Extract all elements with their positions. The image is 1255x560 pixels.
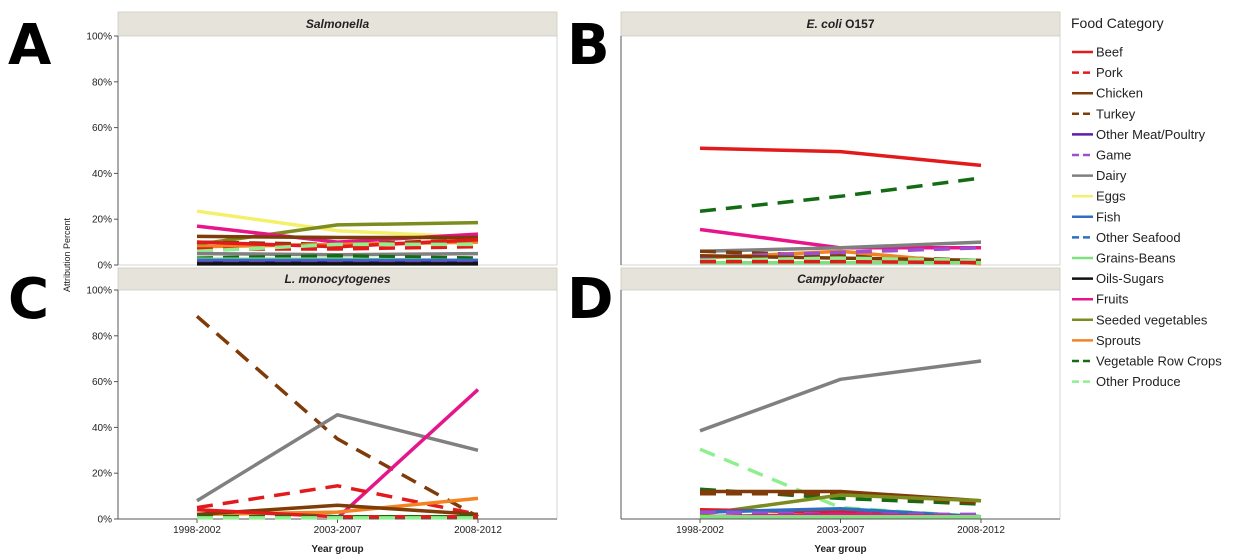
panel-d: D Campylobacter 1998-2002 2003-2007 2008-201… — [567, 267, 1061, 555]
panel-letter: B — [567, 13, 610, 78]
series-line-turkey — [195, 314, 479, 519]
series-line-pork — [197, 244, 479, 251]
legend-label-seeded-vegetables: Seeded vegetables — [1096, 312, 1208, 327]
series-line-dairy — [699, 359, 982, 433]
series-line-pork — [196, 484, 479, 517]
y-axis-title: Attribution Percent — [62, 217, 72, 292]
series-line-other-produce — [196, 242, 478, 254]
y-tick-label: 20% — [92, 469, 112, 480]
x-tick-label: 2003-2007 — [817, 525, 865, 536]
panel-letter: D — [567, 267, 613, 332]
series-line-pork — [700, 259, 982, 265]
legend-label-eggs: Eggs — [1096, 189, 1126, 204]
y-tick-label: 80% — [92, 77, 112, 88]
legend-label-grains-beans: Grains-Beans — [1096, 251, 1176, 266]
x-tick-label: 1998-2002 — [173, 525, 221, 536]
series-line-vegetable-row-crops — [196, 254, 479, 260]
legend-label-game: Game — [1096, 148, 1131, 163]
series-line-beef — [699, 146, 982, 168]
pathogen-title: L. monocytogenes — [284, 272, 390, 286]
series-line-beef — [196, 238, 479, 249]
y-tick-label: 40% — [92, 423, 112, 434]
pathogen-title: E. coli O157 — [806, 17, 874, 31]
x-tick-label: 2003-2007 — [314, 525, 362, 536]
x-tick-label: 1998-2002 — [676, 525, 724, 536]
y-tick-label: 40% — [92, 169, 112, 180]
series-line-fruits — [336, 388, 480, 520]
y-tick-label: 100% — [86, 286, 112, 297]
y-tick-label: 0% — [98, 515, 113, 526]
legend-label-vegetable-row-crops: Vegetable Row Crops — [1096, 354, 1222, 369]
panel-b: B E. coli O157 — [567, 11, 1061, 266]
series-line-game — [699, 246, 982, 259]
strip-header — [117, 11, 558, 37]
legend-label-fish: Fish — [1096, 209, 1121, 224]
legend-title: Food Category — [1071, 15, 1164, 31]
series-line-seeded-vegetables — [699, 493, 982, 517]
legend-label-turkey: Turkey — [1096, 106, 1136, 121]
legend-label-fruits: Fruits — [1096, 292, 1129, 307]
pathogen-title: Salmonella — [306, 17, 370, 31]
series-line-chicken — [196, 234, 478, 240]
y-tick-label: 100% — [86, 32, 112, 43]
y-tick-label: 60% — [92, 123, 112, 134]
pathogen-title: Campylobacter — [797, 272, 885, 286]
legend-label-dairy: Dairy — [1096, 168, 1127, 183]
y-tick-label: 0% — [98, 261, 113, 272]
x-axis-title: Year group — [311, 544, 363, 555]
x-tick-label: 2008-2012 — [957, 525, 1005, 536]
legend-label-oils-sugars: Oils-Sugars — [1096, 271, 1164, 286]
plot-area — [117, 289, 558, 520]
legend-label-beef: Beef — [1096, 45, 1123, 60]
y-tick-label: 60% — [92, 377, 112, 388]
legend-label-other-seafood: Other Seafood — [1096, 230, 1181, 245]
panel-c: C L. monocytogenes 0% 20% 40% 60% 80% 100% 1998-… — [8, 267, 558, 555]
legend-label-chicken: Chicken — [1096, 86, 1143, 101]
series-line-vegetable-row-crops — [699, 487, 982, 506]
legend-label-other-meat-poultry: Other Meat/Poultry — [1096, 127, 1206, 142]
strip-header — [620, 11, 1061, 37]
plot-area — [620, 289, 1061, 520]
series-line-dairy — [699, 240, 982, 254]
plot-area — [117, 35, 558, 266]
legend-label-sprouts: Sprouts — [1096, 333, 1141, 348]
x-tick-label: 2008-2012 — [454, 525, 502, 536]
panel-letter: C — [8, 267, 49, 332]
y-tick-label: 80% — [92, 331, 112, 342]
series-line-vegetable-row-crops — [699, 176, 982, 213]
legend-label-other-produce: Other Produce — [1096, 374, 1181, 389]
series-line-other-produce — [699, 256, 982, 263]
legend: Food Category Beef Pork Chicken Turkey Other … — [1071, 15, 1222, 389]
series-line-dairy — [196, 413, 479, 503]
panel-a: A Salmonella 0% 20% 40% 60% 80% 100% — [8, 11, 558, 272]
panel-letter: A — [8, 13, 52, 78]
x-axis-title: Year group — [814, 544, 866, 555]
legend-label-pork: Pork — [1096, 65, 1123, 80]
y-tick-label: 20% — [92, 215, 112, 226]
